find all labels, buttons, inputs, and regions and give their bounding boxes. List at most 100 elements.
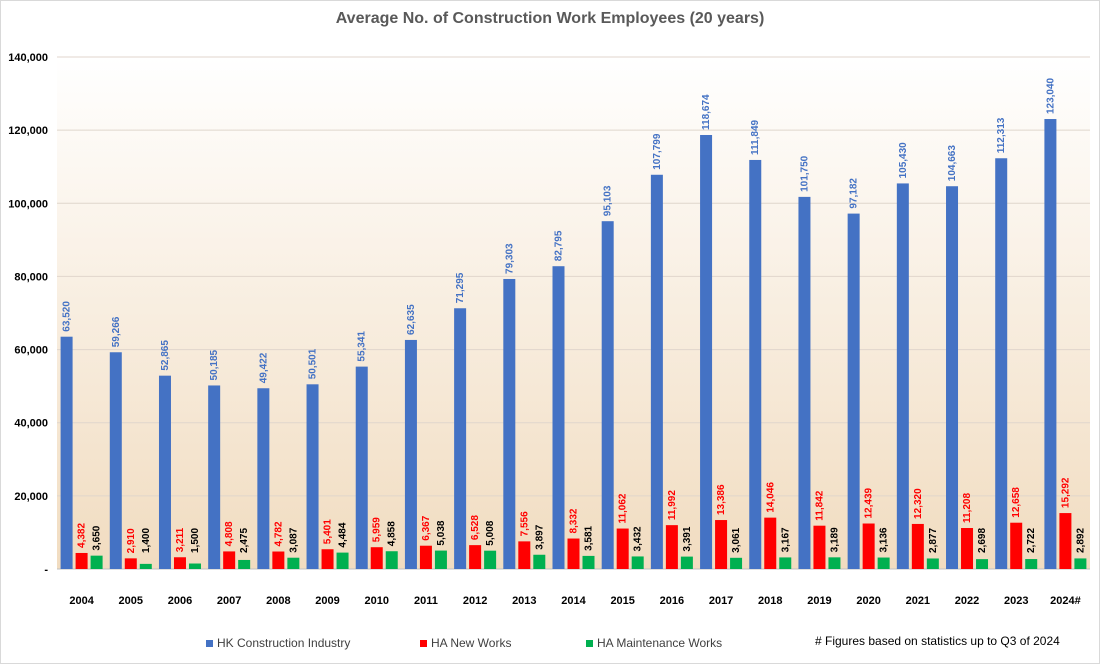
data-label-ha-new-works: 5,959 xyxy=(372,517,383,542)
data-label-hk-construction: 104,663 xyxy=(947,145,958,182)
bar-ha-maintenance-works xyxy=(582,555,595,569)
data-label-hk-construction: 107,799 xyxy=(652,133,663,170)
data-label-ha-new-works: 4,382 xyxy=(77,523,88,548)
data-label-ha-maintenance-works: 4,858 xyxy=(387,521,398,546)
data-label-hk-construction: 123,040 xyxy=(1045,77,1056,114)
bar-hk-construction xyxy=(306,384,319,569)
x-tick-label: 2018 xyxy=(758,595,782,607)
data-label-ha-new-works: 11,062 xyxy=(618,493,629,523)
legend-label-hk-construction: HK Construction Industry xyxy=(217,636,351,650)
bar-ha-new-works xyxy=(665,525,678,569)
data-label-ha-new-works: 13,386 xyxy=(716,484,727,515)
data-label-ha-new-works: 6,528 xyxy=(470,515,481,540)
x-tick-label: 2020 xyxy=(856,595,880,607)
bar-ha-new-works xyxy=(370,547,383,569)
data-label-ha-new-works: 7,556 xyxy=(519,511,530,536)
data-label-ha-maintenance-works: 2,722 xyxy=(1026,528,1037,553)
data-label-ha-maintenance-works: 3,391 xyxy=(682,526,693,551)
bar-ha-maintenance-works xyxy=(385,551,398,569)
bar-hk-construction xyxy=(552,266,565,569)
data-label-ha-new-works: 5,401 xyxy=(323,519,334,544)
bar-hk-construction xyxy=(847,213,860,569)
bar-ha-maintenance-works xyxy=(238,559,251,569)
data-label-ha-new-works: 12,439 xyxy=(864,487,875,518)
bar-ha-new-works xyxy=(1010,522,1023,569)
bar-ha-maintenance-works xyxy=(877,557,890,569)
data-label-hk-construction: 105,430 xyxy=(898,142,909,179)
x-tick-label: 2016 xyxy=(660,595,684,607)
bar-hk-construction xyxy=(257,388,270,569)
x-tick-label: 2009 xyxy=(315,595,339,607)
x-tick-label: 2004 xyxy=(69,595,94,607)
x-tick-label: 2023 xyxy=(1004,595,1028,607)
y-tick-label: 60,000 xyxy=(14,345,48,357)
data-label-ha-maintenance-works: 3,136 xyxy=(879,527,890,552)
bar-hk-construction xyxy=(454,308,467,569)
bar-ha-maintenance-works xyxy=(484,550,497,569)
bar-hk-construction xyxy=(946,186,959,569)
bar-hk-construction xyxy=(355,366,368,569)
data-label-ha-maintenance-works: 3,087 xyxy=(288,527,299,552)
x-tick-label: 2010 xyxy=(364,595,388,607)
bar-ha-maintenance-works xyxy=(730,557,743,569)
data-label-ha-maintenance-works: 2,892 xyxy=(1075,528,1086,553)
y-tick-label: 100,000 xyxy=(8,198,48,210)
data-labels: 63,520 4,382 3,650 59,266 2,910 1,400 52,865 3,… xyxy=(62,77,1087,553)
bar-ha-maintenance-works xyxy=(533,554,546,569)
data-label-ha-maintenance-works: 5,008 xyxy=(485,520,496,545)
bar-ha-new-works xyxy=(862,523,875,569)
x-tick-label: 2014 xyxy=(561,595,586,607)
bar-hk-construction xyxy=(601,221,614,569)
bar-hk-construction xyxy=(1044,119,1057,569)
legend-item-hk-construction: HK Construction Industry xyxy=(206,636,350,650)
y-tick-label: 20,000 xyxy=(14,491,48,503)
data-label-hk-construction: 97,182 xyxy=(849,178,860,209)
legend-label-ha-maintenance-works: HA Maintenance Works xyxy=(597,636,723,650)
data-label-ha-new-works: 3,211 xyxy=(175,527,186,552)
y-tick-label: 120,000 xyxy=(8,125,48,137)
bar-ha-maintenance-works xyxy=(779,557,792,569)
bar-ha-maintenance-works xyxy=(188,563,201,569)
data-label-ha-new-works: 14,046 xyxy=(765,482,776,513)
data-label-ha-maintenance-works: 3,061 xyxy=(731,527,742,552)
x-tick-label: 2017 xyxy=(709,595,733,607)
data-label-hk-construction: 71,295 xyxy=(455,272,466,303)
data-label-ha-new-works: 8,332 xyxy=(569,508,580,533)
bar-ha-new-works xyxy=(764,517,777,569)
bar-hk-construction xyxy=(650,174,663,569)
data-label-ha-new-works: 15,292 xyxy=(1060,477,1071,508)
bars xyxy=(60,119,1087,570)
data-label-ha-new-works: 11,992 xyxy=(667,490,678,520)
bar-hk-construction xyxy=(208,385,221,569)
x-tick-label: 2005 xyxy=(119,595,143,607)
bar-ha-new-works xyxy=(419,545,432,569)
x-tick-label: 2021 xyxy=(906,595,930,607)
y-tick-label: - xyxy=(44,564,48,576)
bar-hk-construction xyxy=(896,183,909,569)
x-tick-label: 2006 xyxy=(168,595,192,607)
bar-ha-maintenance-works xyxy=(1025,559,1038,569)
bar-ha-new-works xyxy=(321,549,334,569)
x-tick-label: 2011 xyxy=(414,595,438,607)
data-label-hk-construction: 82,795 xyxy=(554,230,565,261)
bar-hk-construction xyxy=(749,159,762,570)
bar-ha-maintenance-works xyxy=(680,556,693,569)
data-label-ha-maintenance-works: 3,897 xyxy=(534,524,545,549)
data-label-ha-maintenance-works: 5,038 xyxy=(436,520,447,545)
bar-ha-new-works xyxy=(75,552,88,569)
data-label-ha-maintenance-works: 1,500 xyxy=(190,528,201,553)
bar-hk-construction xyxy=(503,278,516,569)
bar-ha-new-works xyxy=(813,525,826,569)
data-label-hk-construction: 55,341 xyxy=(357,331,368,362)
bar-ha-new-works xyxy=(911,523,924,569)
bar-ha-new-works xyxy=(961,528,974,569)
legend-item-ha-new-works: HA New Works xyxy=(420,636,511,650)
data-label-ha-new-works: 6,367 xyxy=(421,515,432,540)
bar-ha-maintenance-works xyxy=(287,557,300,569)
bar-ha-new-works xyxy=(469,545,482,569)
x-tick-label: 2008 xyxy=(266,595,290,607)
y-tick-label: 80,000 xyxy=(14,271,48,283)
data-label-ha-new-works: 12,658 xyxy=(1011,487,1022,518)
data-label-ha-new-works: 4,808 xyxy=(224,521,235,546)
